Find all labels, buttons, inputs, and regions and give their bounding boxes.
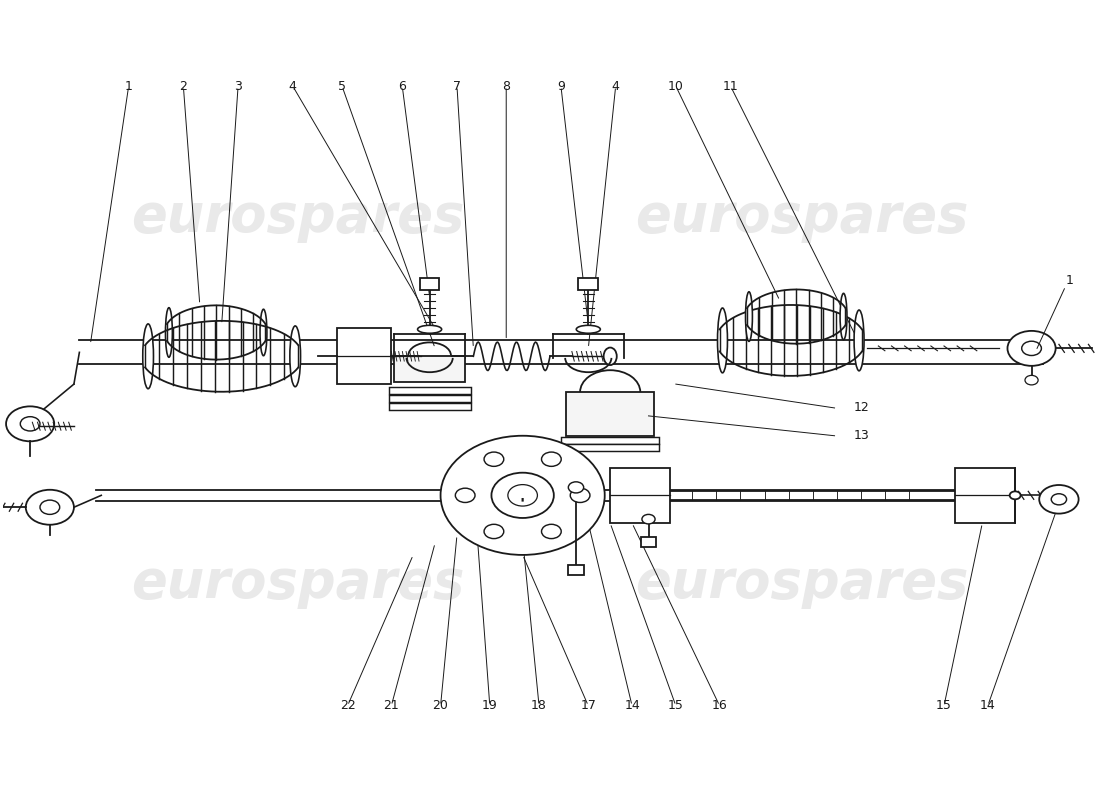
Text: 4: 4 [612, 80, 619, 93]
Text: 12: 12 [854, 402, 870, 414]
Text: 7: 7 [453, 80, 461, 93]
Text: eurospares: eurospares [132, 191, 465, 243]
Text: 11: 11 [723, 80, 738, 93]
Ellipse shape [166, 306, 266, 359]
Text: 3: 3 [234, 80, 242, 93]
Text: 16: 16 [712, 699, 727, 712]
Ellipse shape [604, 347, 617, 365]
Ellipse shape [746, 292, 752, 342]
FancyBboxPatch shape [955, 467, 1015, 523]
Ellipse shape [717, 308, 727, 373]
Circle shape [1008, 331, 1056, 366]
Text: 14: 14 [980, 699, 996, 712]
Circle shape [1025, 375, 1038, 385]
Circle shape [7, 406, 54, 442]
FancyBboxPatch shape [561, 445, 659, 451]
Circle shape [1040, 485, 1079, 514]
Text: 1: 1 [1066, 274, 1074, 287]
Ellipse shape [576, 326, 601, 334]
Text: 9: 9 [557, 80, 565, 93]
FancyBboxPatch shape [566, 392, 654, 436]
Text: 13: 13 [854, 430, 870, 442]
Text: 10: 10 [668, 80, 684, 93]
FancyBboxPatch shape [420, 278, 440, 290]
Circle shape [541, 452, 561, 466]
Ellipse shape [143, 324, 154, 389]
FancyBboxPatch shape [610, 467, 670, 523]
Text: 21: 21 [384, 699, 399, 712]
Ellipse shape [854, 310, 865, 371]
Ellipse shape [165, 308, 173, 358]
Text: 8: 8 [503, 80, 510, 93]
Circle shape [484, 452, 504, 466]
Text: 18: 18 [531, 699, 547, 712]
Text: 1: 1 [124, 80, 133, 93]
Text: 20: 20 [432, 699, 449, 712]
Circle shape [1052, 494, 1067, 505]
FancyBboxPatch shape [579, 278, 598, 290]
Circle shape [508, 485, 538, 506]
FancyBboxPatch shape [388, 403, 471, 410]
Circle shape [20, 417, 40, 431]
FancyBboxPatch shape [561, 438, 659, 444]
Text: 5: 5 [338, 80, 346, 93]
Text: 4: 4 [289, 80, 297, 93]
Ellipse shape [746, 290, 847, 343]
Circle shape [40, 500, 59, 514]
FancyBboxPatch shape [641, 538, 657, 547]
Text: 2: 2 [179, 80, 187, 93]
Ellipse shape [260, 310, 267, 356]
Text: 17: 17 [581, 699, 596, 712]
Circle shape [484, 524, 504, 538]
Circle shape [1022, 342, 1042, 355]
Ellipse shape [840, 294, 847, 340]
Text: 6: 6 [398, 80, 406, 93]
Text: 15: 15 [668, 699, 684, 712]
Ellipse shape [290, 326, 300, 386]
Circle shape [455, 488, 475, 502]
Circle shape [541, 524, 561, 538]
Circle shape [492, 473, 553, 518]
FancyBboxPatch shape [337, 329, 392, 384]
Ellipse shape [718, 306, 864, 375]
Text: 14: 14 [624, 699, 640, 712]
Text: 15: 15 [936, 699, 952, 712]
Circle shape [642, 514, 656, 524]
Circle shape [569, 482, 584, 493]
Ellipse shape [1010, 491, 1021, 499]
Ellipse shape [418, 326, 441, 334]
Ellipse shape [143, 322, 300, 390]
Text: 19: 19 [482, 699, 497, 712]
FancyBboxPatch shape [394, 355, 465, 382]
Text: eurospares: eurospares [635, 191, 968, 243]
Text: 22: 22 [340, 699, 355, 712]
FancyBboxPatch shape [569, 566, 584, 574]
FancyBboxPatch shape [388, 395, 471, 402]
Circle shape [570, 488, 590, 502]
Circle shape [441, 436, 605, 555]
Text: eurospares: eurospares [132, 557, 465, 609]
Circle shape [25, 490, 74, 525]
FancyBboxPatch shape [388, 387, 471, 394]
Text: eurospares: eurospares [635, 557, 968, 609]
